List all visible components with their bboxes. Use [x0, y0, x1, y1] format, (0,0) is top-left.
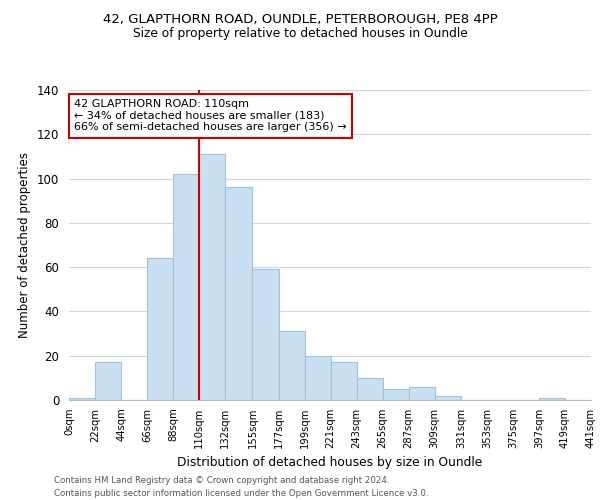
Text: Contains public sector information licensed under the Open Government Licence v3: Contains public sector information licen…: [54, 489, 428, 498]
Bar: [225, 188, 253, 400]
Bar: [331, 362, 356, 400]
Bar: [147, 258, 173, 400]
Bar: [305, 356, 331, 400]
Text: Size of property relative to detached houses in Oundle: Size of property relative to detached ho…: [133, 28, 467, 40]
Bar: [539, 398, 565, 400]
Bar: [409, 386, 435, 400]
Bar: [95, 362, 121, 400]
Bar: [383, 389, 409, 400]
Text: Contains HM Land Registry data © Crown copyright and database right 2024.: Contains HM Land Registry data © Crown c…: [54, 476, 389, 485]
Bar: [253, 270, 278, 400]
Text: 42 GLAPTHORN ROAD: 110sqm
← 34% of detached houses are smaller (183)
66% of semi: 42 GLAPTHORN ROAD: 110sqm ← 34% of detac…: [74, 100, 347, 132]
Bar: [199, 154, 225, 400]
Bar: [69, 398, 95, 400]
Bar: [173, 174, 199, 400]
Bar: [435, 396, 461, 400]
Bar: [356, 378, 383, 400]
Text: 42, GLAPTHORN ROAD, OUNDLE, PETERBOROUGH, PE8 4PP: 42, GLAPTHORN ROAD, OUNDLE, PETERBOROUGH…: [103, 12, 497, 26]
Y-axis label: Number of detached properties: Number of detached properties: [19, 152, 31, 338]
Bar: [278, 332, 305, 400]
X-axis label: Distribution of detached houses by size in Oundle: Distribution of detached houses by size …: [178, 456, 482, 469]
